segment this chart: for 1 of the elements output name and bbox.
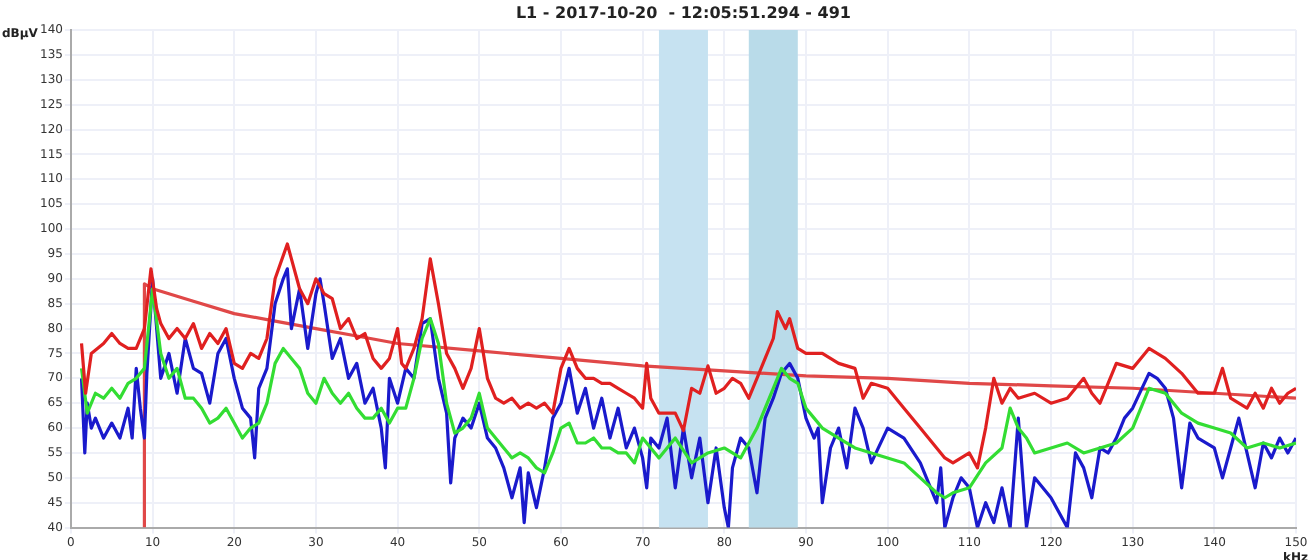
- chart-title: L1 - 2017-10-20 - 12:05:51.294 - 491: [515, 4, 852, 23]
